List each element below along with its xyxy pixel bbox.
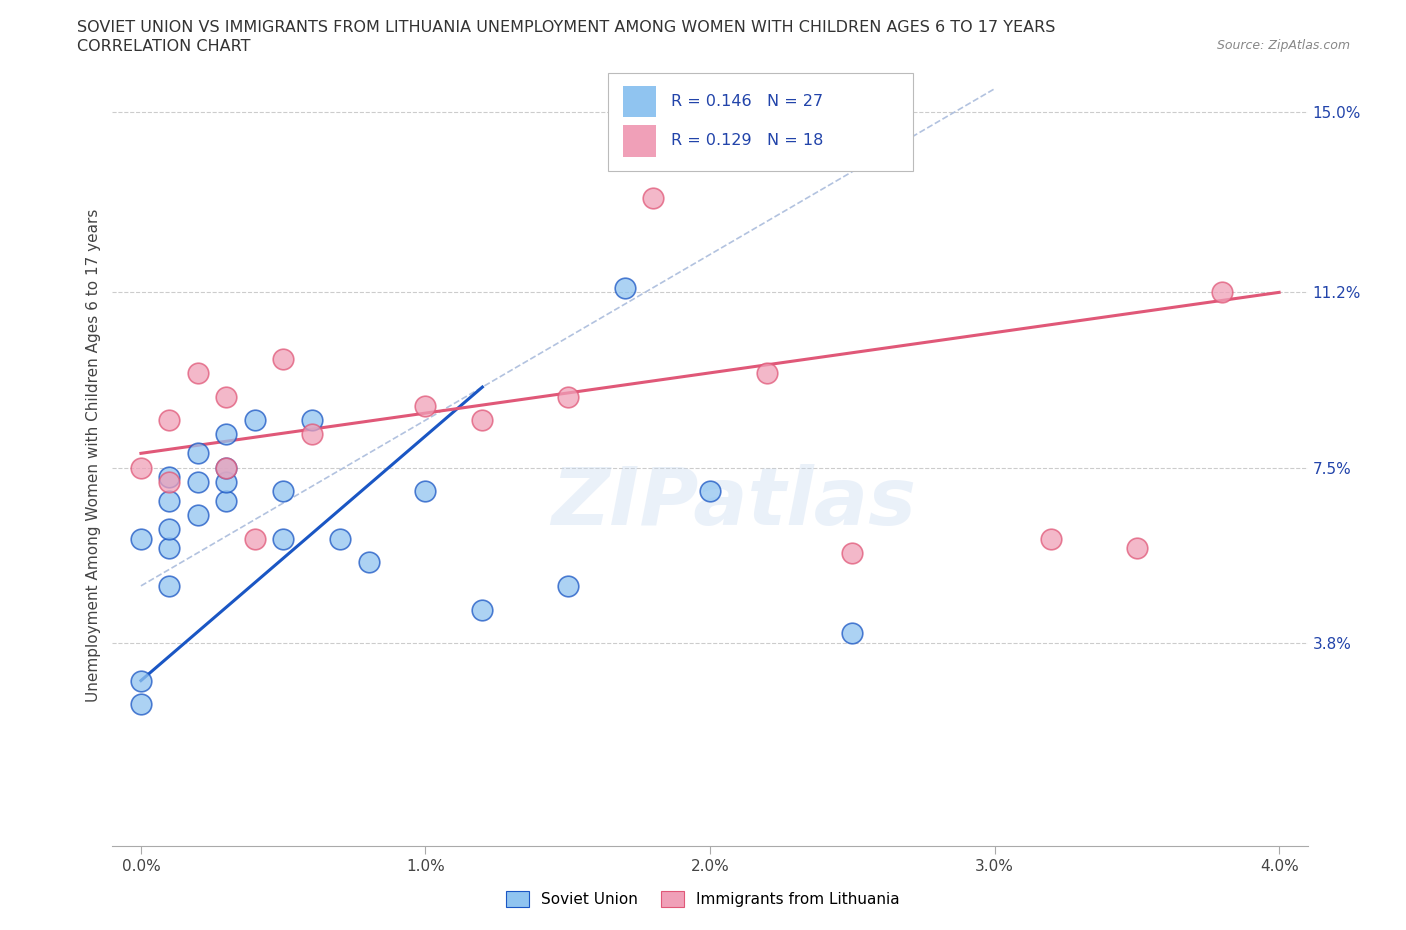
Point [215,427,238,442]
Point [415,484,437,498]
Text: ZIPatlas: ZIPatlas [551,463,917,541]
Legend: Soviet Union, Immigrants from Lithuania: Soviet Union, Immigrants from Lithuania [501,884,905,913]
Point [157,578,180,593]
Point [243,531,266,546]
Point [271,352,294,366]
Point [215,460,238,475]
Point [215,474,238,489]
Point [841,545,863,560]
Point [357,555,380,570]
Point [129,673,152,688]
Point [157,540,180,555]
Point [187,474,209,489]
Point [157,413,180,428]
Text: SOVIET UNION VS IMMIGRANTS FROM LITHUANIA UNEMPLOYMENT AMONG WOMEN WITH CHILDREN: SOVIET UNION VS IMMIGRANTS FROM LITHUANI… [77,20,1056,35]
Point [613,280,636,295]
Text: CORRELATION CHART: CORRELATION CHART [77,39,250,54]
Point [1211,285,1233,299]
FancyBboxPatch shape [623,86,657,117]
Point [187,445,209,460]
Point [471,602,494,617]
Text: R = 0.146   N = 27: R = 0.146 N = 27 [671,94,823,110]
Point [271,484,294,498]
Point [157,493,180,508]
Point [301,413,323,428]
Text: Source: ZipAtlas.com: Source: ZipAtlas.com [1216,39,1350,52]
Point [271,531,294,546]
Point [215,493,238,508]
FancyBboxPatch shape [609,73,914,170]
Point [557,578,579,593]
Point [243,413,266,428]
Point [1126,540,1149,555]
Point [1040,531,1063,546]
Point [187,508,209,523]
Point [841,626,863,641]
Point [215,460,238,475]
Point [129,460,152,475]
Point [471,413,494,428]
Point [329,531,352,546]
Point [557,389,579,404]
Point [699,484,721,498]
Point [643,191,665,206]
Point [129,531,152,546]
Point [157,474,180,489]
Point [129,697,152,711]
Point [157,522,180,537]
Point [301,427,323,442]
Y-axis label: Unemployment Among Women with Children Ages 6 to 17 years: Unemployment Among Women with Children A… [86,209,101,702]
FancyBboxPatch shape [623,126,657,156]
Point [215,389,238,404]
Point [157,470,180,485]
Point [755,365,778,380]
Point [415,399,437,414]
Text: R = 0.129   N = 18: R = 0.129 N = 18 [671,133,823,149]
Point [187,365,209,380]
